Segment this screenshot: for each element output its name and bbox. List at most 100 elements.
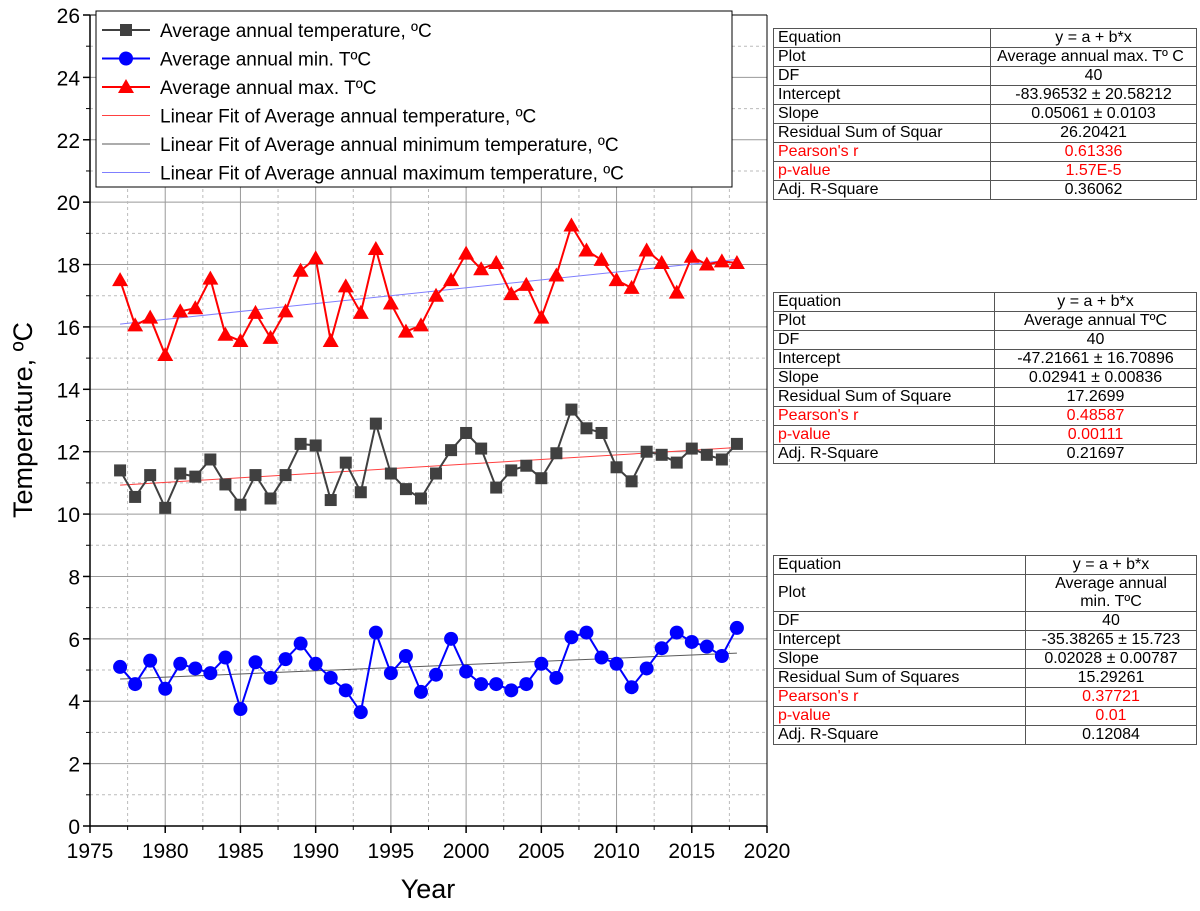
- intercept-value: -35.38265 ± 15.723: [1025, 630, 1197, 650]
- avg-point: [309, 439, 322, 452]
- pearson-label: Pearson's r: [773, 687, 1026, 707]
- avg-point: [430, 467, 443, 480]
- avg-point: [730, 437, 743, 450]
- equation-label: Equation: [773, 28, 991, 48]
- slope-value: 0.02028 ± 0.00787: [1025, 649, 1197, 669]
- min-point: [188, 661, 203, 676]
- max-point: [232, 332, 249, 347]
- min-point: [624, 680, 639, 695]
- intercept-label: Intercept: [773, 85, 991, 105]
- rss-value: 17.2699: [994, 387, 1197, 407]
- y-tick-label: 4: [68, 691, 80, 714]
- table-row: Equation y = a + b*x: [773, 28, 1197, 48]
- table-row: Residual Sum of Squares 15.29261: [773, 668, 1197, 688]
- min-point: [248, 655, 263, 670]
- min-point: [714, 649, 729, 664]
- df-label: DF: [773, 330, 995, 350]
- pearson-value: 0.61336: [990, 142, 1197, 162]
- avg-point: [399, 483, 412, 496]
- table-row: Adj. R-Square 0.36062: [773, 180, 1197, 200]
- legend: Average annual temperature, ºC Average an…: [95, 10, 733, 188]
- table-row: DF 40: [773, 611, 1197, 631]
- table-row: Plot Average annual min. TºC: [773, 574, 1197, 612]
- y-tick-label: 2: [68, 754, 80, 777]
- y-axis-label: Temperature, ºC: [8, 322, 38, 518]
- x-tick-label: 2015: [668, 840, 715, 863]
- min-point: [398, 649, 413, 664]
- y-tick-label: 20: [57, 192, 80, 215]
- min-point: [158, 681, 173, 696]
- min-point: [128, 677, 143, 692]
- avg-point: [279, 469, 292, 482]
- adjr-value: 0.12084: [1025, 725, 1197, 745]
- y-tick-label: 24: [57, 67, 81, 90]
- equation-value: y = a + b*x: [994, 292, 1197, 312]
- x-tick-label: 1990: [292, 840, 339, 863]
- plot-label: Plot: [773, 47, 991, 67]
- plot-value: Average annual min. TºC: [1025, 574, 1197, 612]
- data-series: [112, 217, 745, 720]
- min-point: [293, 636, 308, 651]
- avg-point: [129, 490, 142, 503]
- legend-label: Average annual max. TºC: [160, 78, 376, 99]
- max-point: [292, 262, 309, 277]
- table-row: Plot Average annual max. Tº C: [773, 47, 1197, 67]
- pvalue-value: 0.00111: [994, 425, 1197, 445]
- max-point: [307, 250, 324, 265]
- table-row: Pearson's r 0.61336: [773, 142, 1197, 162]
- table-row: DF 40: [773, 330, 1197, 350]
- equation-label: Equation: [773, 292, 995, 312]
- rss-label: Residual Sum of Square: [773, 387, 995, 407]
- max-point: [728, 254, 745, 269]
- min-point: [263, 670, 278, 685]
- max-point: [217, 326, 234, 341]
- max-point: [127, 317, 144, 332]
- adjr-label: Adj. R-Square: [773, 725, 1026, 745]
- x-tick-label: 1975: [67, 840, 114, 863]
- fit_min-line: [120, 652, 737, 680]
- max-point: [623, 279, 640, 294]
- min-point: [579, 625, 594, 640]
- df-label: DF: [773, 611, 1026, 631]
- y-tick-label: 14: [57, 379, 81, 402]
- pvalue-label: p-value: [773, 425, 995, 445]
- legend-marker: [118, 79, 134, 93]
- avg-point: [580, 422, 593, 435]
- y-tick-label: 6: [68, 629, 80, 652]
- max-point: [503, 286, 520, 301]
- legend-label: Linear Fit of Average annual temperature…: [160, 107, 536, 128]
- table-row: DF 40: [773, 66, 1197, 86]
- max-point: [247, 304, 264, 319]
- avg-point: [219, 478, 232, 491]
- equation-value: y = a + b*x: [1025, 555, 1197, 575]
- max-point: [683, 248, 700, 263]
- min-point: [594, 650, 609, 665]
- min-point: [218, 650, 233, 665]
- x-tick-label: 1980: [142, 840, 189, 863]
- avg-point: [490, 481, 503, 494]
- max-point: [458, 245, 475, 260]
- table-row: Pearson's r 0.48587: [773, 406, 1197, 426]
- table-row: Intercept -83.96532 ± 20.58212: [773, 85, 1197, 105]
- fit-table-min: Equation y = a + b*x Plot Average annual m…: [773, 555, 1197, 745]
- avg-point: [640, 445, 653, 458]
- max-point: [412, 317, 429, 332]
- max-point: [653, 254, 670, 269]
- pvalue-label: p-value: [773, 161, 991, 181]
- rss-value: 15.29261: [1025, 668, 1197, 688]
- table-row: Residual Sum of Squar 26.20421: [773, 123, 1197, 143]
- avg-point: [565, 403, 578, 416]
- min-point: [429, 667, 444, 682]
- intercept-value: -47.21661 ± 16.70896: [994, 349, 1197, 369]
- min-point: [368, 625, 383, 640]
- min-point: [413, 684, 428, 699]
- legend-label: Linear Fit of Average annual minimum tem…: [160, 135, 619, 156]
- avg-point: [535, 472, 548, 485]
- y-tick-label: 18: [57, 255, 80, 278]
- plot-value: Average annual TºC: [994, 311, 1197, 331]
- max-point: [668, 284, 685, 299]
- max-point: [563, 217, 580, 232]
- legend-marker: [119, 51, 133, 66]
- min-point: [203, 666, 218, 681]
